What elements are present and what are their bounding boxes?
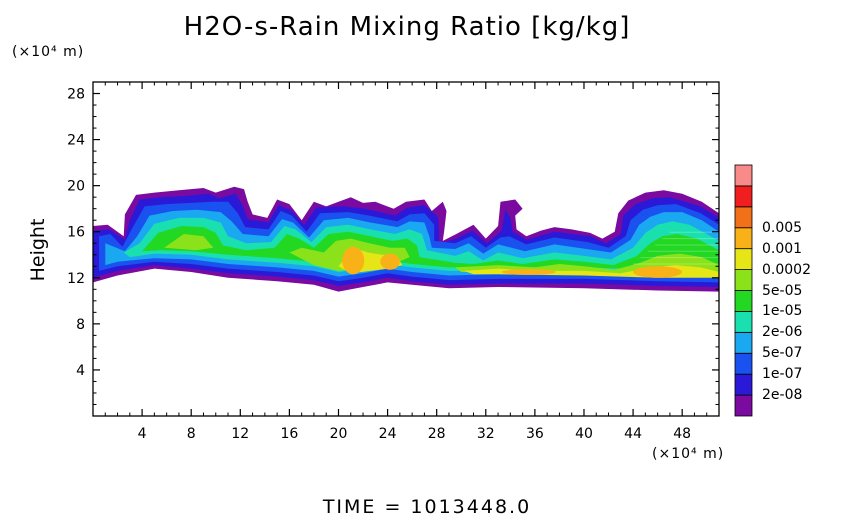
plot-frame [92,81,720,417]
x-tick-label: 28 [428,426,446,442]
colorbar-label: 5e-07 [762,345,803,362]
field-contour [164,234,214,251]
colorbar-label: 0.001 [762,240,803,257]
x-tick-label: 4 [138,426,147,442]
y-tick-label: 8 [76,317,85,333]
y-tick-label: 4 [76,363,85,379]
colorbar-label: 1e-07 [762,366,803,383]
x-axis-unit: (×10⁴ m) [652,446,725,462]
field-contour [142,226,719,271]
rain-field [93,186,719,292]
x-tick-label: 44 [624,426,642,442]
y-tick-label: 24 [67,133,85,149]
field-contour [342,246,365,275]
x-tick-label: 16 [280,426,298,442]
colorbar-swatch [734,206,753,229]
x-tick-label: 12 [231,426,249,442]
colorbar-swatch [734,373,753,396]
field-contour [380,253,400,270]
x-tick-label: 36 [526,426,544,442]
colorbar-swatch [734,311,753,333]
colorbar-swatch [734,331,753,354]
chart-title: H2O-s-Rain Mixing Ratio [kg/kg] [183,12,631,42]
y-tick-label: 20 [67,179,85,195]
colorbar-swatch [734,185,753,208]
colorbar-label: 0.005 [762,219,803,236]
colorbar-swatch [734,164,753,187]
colorbar-swatch [734,248,753,270]
time-label: TIME = 1013448.0 [322,496,532,518]
colorbar-label: 1e-05 [762,303,803,320]
colorbar-swatch [734,227,753,250]
y-axis-unit: (×10⁴ m) [12,44,85,60]
x-tick-label: 32 [477,426,495,442]
x-tick-label: 24 [379,426,397,442]
colorbar-label: 0.0002 [762,261,811,278]
colorbar-swatch [734,352,753,375]
colorbar-label: 5e-05 [762,282,803,299]
x-tick-label: 8 [187,426,196,442]
y-tick-label: 16 [67,225,85,241]
colorbar-label: 2e-06 [762,324,803,341]
x-tick-label: 48 [673,426,691,442]
field-contour [633,266,683,278]
colorbar-swatch [734,269,753,291]
colorbar [734,164,753,417]
x-tick-label: 40 [575,426,593,442]
field-contour [501,269,556,275]
colorbar-swatch [734,290,753,312]
y-tick-label: 28 [67,87,85,103]
x-tick-label: 20 [330,426,348,442]
y-tick-label: 12 [67,271,85,287]
colorbar-label: 2e-08 [762,387,803,404]
field-contour [123,217,719,275]
colorbar-swatch [734,394,753,417]
